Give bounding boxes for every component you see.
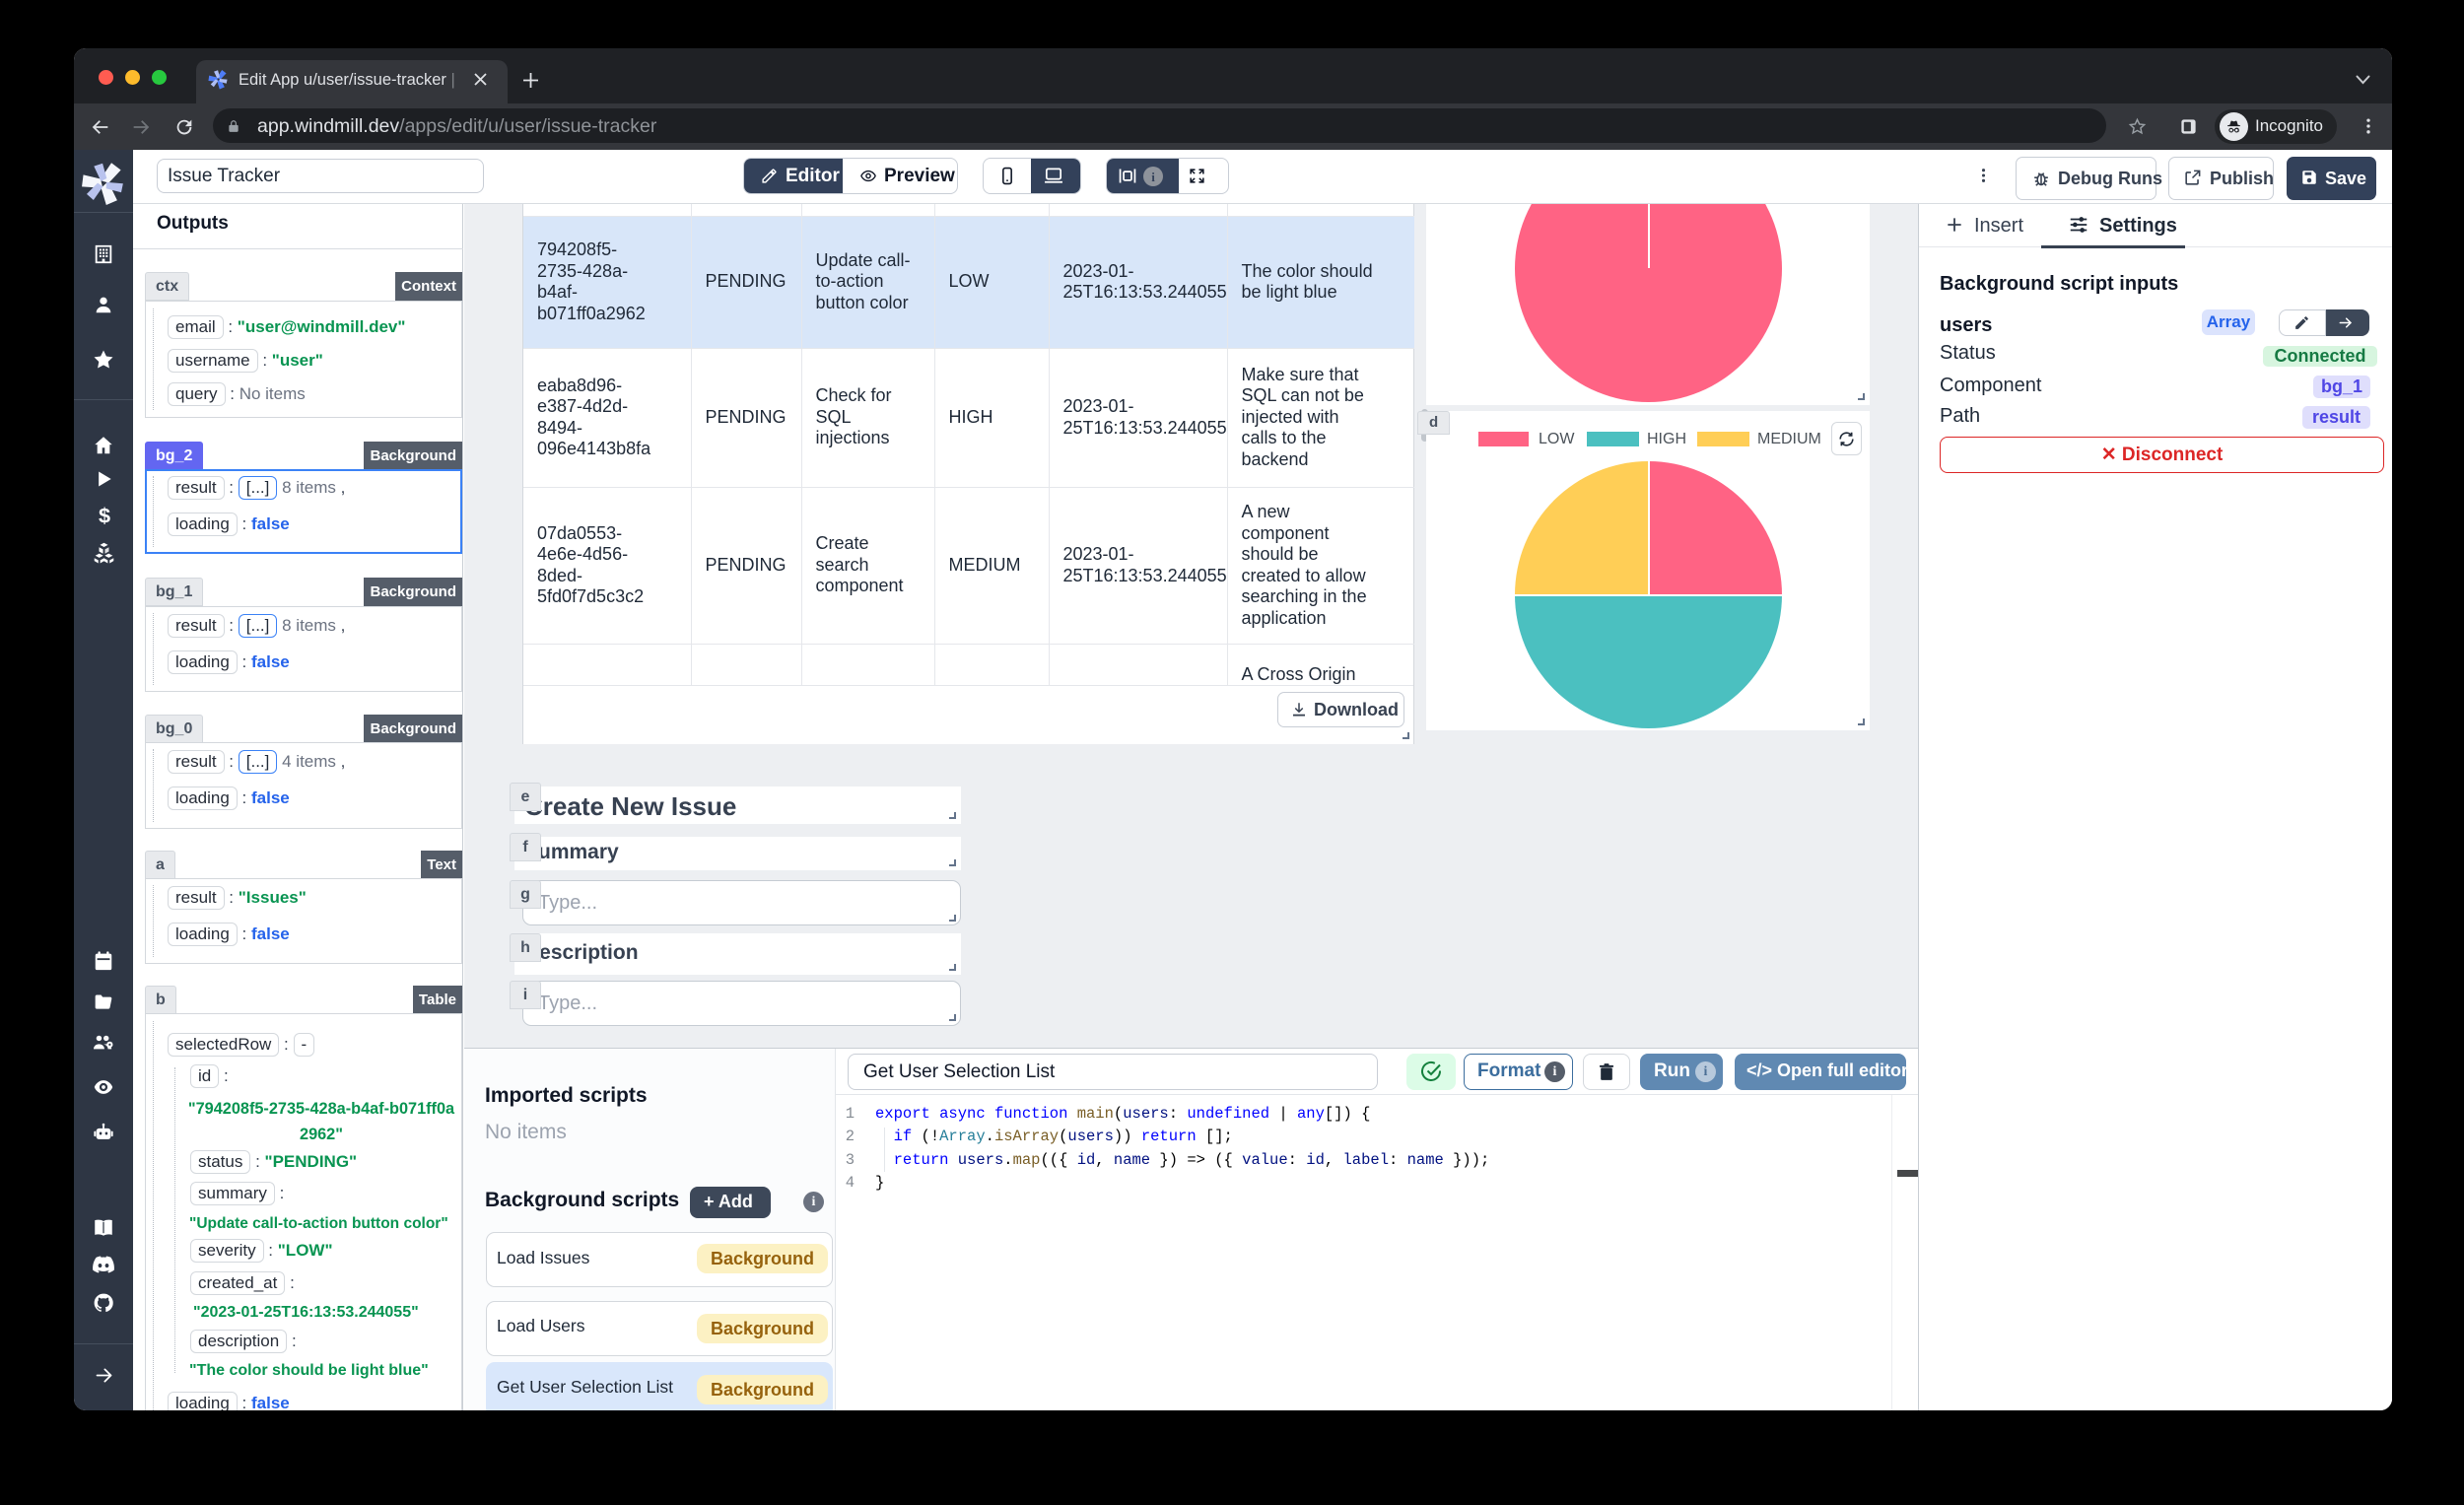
svg-text:$: $ [99,504,110,528]
